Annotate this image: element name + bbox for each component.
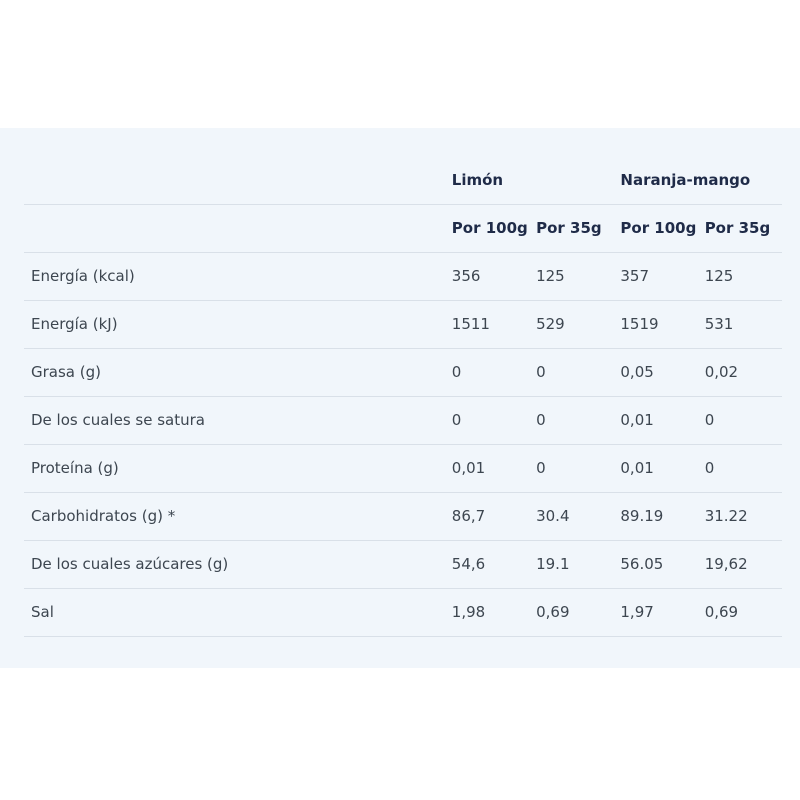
nutrient-value: 1,97 bbox=[613, 588, 698, 637]
nutrient-label: De los cuales azúcares (g) bbox=[24, 540, 445, 589]
portion-header: Por 35g bbox=[697, 204, 782, 253]
table-row: Proteína (g) 0,01 0 0,01 0 bbox=[24, 444, 782, 493]
table-row: Energía (kJ) 1511 529 1519 531 bbox=[24, 300, 782, 349]
portion-header: Por 100g bbox=[613, 204, 698, 253]
nutrient-value: 54,6 bbox=[444, 540, 530, 589]
nutrient-value: 89.19 bbox=[613, 492, 698, 541]
portion-header: Por 100g bbox=[444, 204, 530, 253]
table-row: Grasa (g) 0 0 0,05 0,02 bbox=[24, 348, 782, 397]
nutrient-value: 0 bbox=[444, 396, 530, 445]
nutrient-label: Energía (kJ) bbox=[24, 300, 445, 349]
empty-header-cell bbox=[24, 156, 445, 205]
product-header-row: Limón Naranja-mango bbox=[24, 156, 782, 205]
nutrient-label: De los cuales se satura bbox=[24, 396, 445, 445]
table-row: De los cuales azúcares (g) 54,6 19.1 56.05 1… bbox=[24, 540, 782, 589]
nutrient-value: 19,62 bbox=[697, 540, 782, 589]
nutrient-value: 56.05 bbox=[613, 540, 698, 589]
nutrient-value: 19.1 bbox=[529, 540, 614, 589]
nutrient-label: Grasa (g) bbox=[24, 348, 445, 397]
nutrient-value: 1511 bbox=[444, 300, 530, 349]
nutrient-label: Carbohidratos (g) * bbox=[24, 492, 445, 541]
portion-header: Por 35g bbox=[529, 204, 614, 253]
product-header-naranja-mango: Naranja-mango bbox=[613, 156, 782, 205]
empty-header-cell bbox=[24, 204, 445, 253]
table-row: Carbohidratos (g) * 86,7 30.4 89.19 31.22 bbox=[24, 492, 782, 541]
nutrient-value: 1519 bbox=[613, 300, 698, 349]
nutrient-value: 0 bbox=[697, 444, 782, 493]
nutrient-value: 0,01 bbox=[613, 396, 698, 445]
nutrition-table: Limón Naranja-mango Por 100g Por 35g Por… bbox=[24, 156, 782, 637]
table-row: De los cuales se satura 0 0 0,01 0 bbox=[24, 396, 782, 445]
nutrient-value: 0 bbox=[444, 348, 530, 397]
nutrient-label: Proteína (g) bbox=[24, 444, 445, 493]
nutrient-value: 357 bbox=[613, 252, 698, 301]
nutrient-value: 356 bbox=[444, 252, 530, 301]
nutrient-value: 0,02 bbox=[697, 348, 782, 397]
table-row: Energía (kcal) 356 125 357 125 bbox=[24, 252, 782, 301]
nutrient-value: 125 bbox=[529, 252, 614, 301]
nutrient-value: 0 bbox=[529, 396, 614, 445]
nutrient-value: 0 bbox=[529, 348, 614, 397]
nutrient-value: 0,01 bbox=[444, 444, 530, 493]
table-row: Sal 1,98 0,69 1,97 0,69 bbox=[24, 588, 782, 637]
nutrient-value: 529 bbox=[529, 300, 614, 349]
nutrient-value: 0,69 bbox=[697, 588, 782, 637]
nutrient-label: Sal bbox=[24, 588, 445, 637]
nutrient-value: 0 bbox=[529, 444, 614, 493]
product-header-limon: Limón bbox=[444, 156, 614, 205]
nutrient-value: 86,7 bbox=[444, 492, 530, 541]
nutrient-value: 0,01 bbox=[613, 444, 698, 493]
nutrient-value: 0 bbox=[697, 396, 782, 445]
nutrient-value: 1,98 bbox=[444, 588, 530, 637]
nutrient-value: 0,69 bbox=[529, 588, 614, 637]
nutrient-value: 30.4 bbox=[529, 492, 614, 541]
nutrient-value: 531 bbox=[697, 300, 782, 349]
nutrient-value: 31.22 bbox=[697, 492, 782, 541]
portion-header-row: Por 100g Por 35g Por 100g Por 35g bbox=[24, 204, 782, 253]
nutrient-label: Energía (kcal) bbox=[24, 252, 445, 301]
nutrient-value: 125 bbox=[697, 252, 782, 301]
nutrient-value: 0,05 bbox=[613, 348, 698, 397]
